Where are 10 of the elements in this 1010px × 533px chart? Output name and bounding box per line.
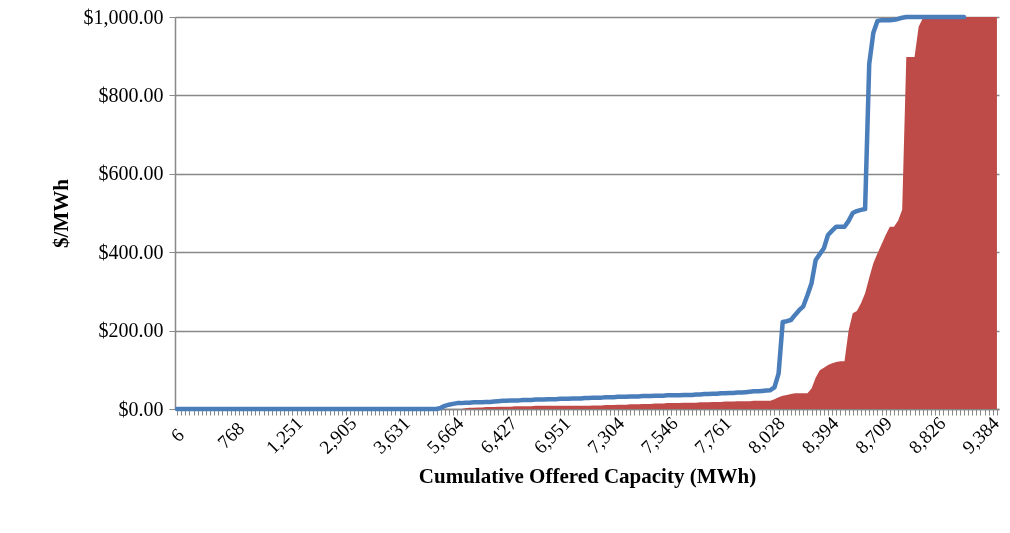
- x-axis-title: Cumulative Offered Capacity (MWh): [418, 463, 757, 488]
- y-tick-label: $800.00: [98, 83, 164, 106]
- y-tick-label: $600.00: [98, 162, 164, 185]
- y-tick-label: $0.00: [118, 397, 164, 420]
- y-tick-label: $400.00: [98, 240, 164, 263]
- y-tick-label: $200.00: [98, 319, 164, 342]
- x-tick-label: 768: [213, 417, 249, 453]
- x-tick-label: 6: [166, 424, 188, 446]
- y-tick-label: $1,000.00: [83, 5, 164, 28]
- y-axis-title: $/MWh: [48, 178, 73, 248]
